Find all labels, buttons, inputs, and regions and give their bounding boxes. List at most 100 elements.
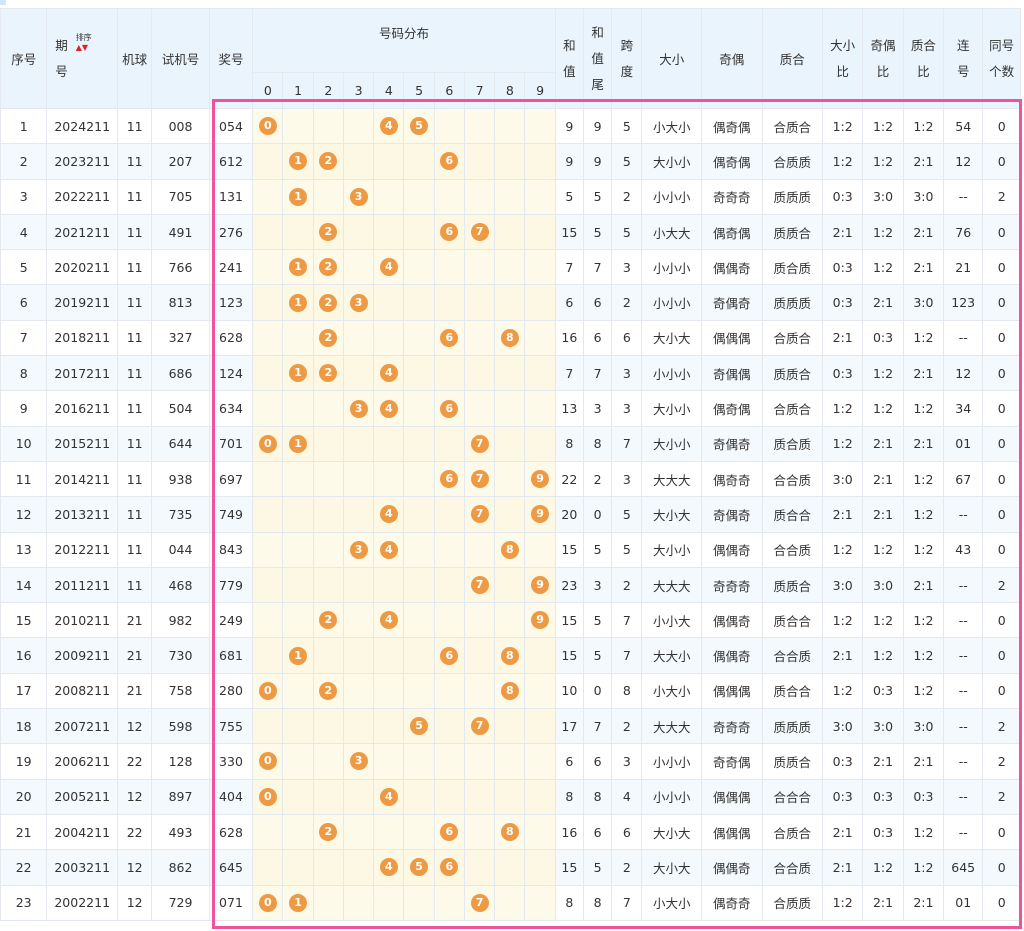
dist-cell-3: [342, 143, 375, 180]
dist-cell-4: [373, 884, 405, 921]
sort-label: 排序: [75, 32, 92, 42]
cell-oe-ratio: 1:2: [862, 390, 904, 427]
number-ball: 0: [258, 787, 277, 806]
dist-cell-4: [373, 178, 405, 215]
number-ball: 6: [440, 328, 459, 347]
dist-cell-6: [433, 496, 465, 533]
cell-idx: 22: [0, 849, 48, 886]
dist-cell-8: 8: [494, 319, 526, 357]
dist-cell-9: 9: [524, 602, 556, 639]
cell-sum: 6: [554, 284, 584, 321]
cell-sumtail: 5: [582, 213, 613, 251]
cell-oe-ratio: 2:1: [862, 284, 904, 321]
dist-cell-0: [252, 566, 284, 604]
cell-span: 5: [611, 143, 643, 180]
number-ball: 3: [349, 187, 368, 206]
dist-cell-7: [463, 107, 496, 145]
cell-prize: 697: [208, 460, 254, 498]
dist-cell-8: 8: [494, 672, 526, 710]
col-sumtail: 和值尾: [582, 8, 613, 109]
issue-top-label: 期: [55, 37, 68, 53]
cell-machine: 11: [116, 143, 153, 180]
cell-sum: 20: [554, 496, 584, 533]
dist-cell-7: [463, 849, 496, 886]
cell-prime: 质质合: [761, 743, 824, 780]
col-prime: 质合: [761, 8, 824, 109]
cell-same: 2: [982, 178, 1021, 215]
number-ball: 6: [440, 399, 459, 418]
dist-cell-9: [524, 213, 556, 251]
number-ball: 8: [500, 646, 519, 665]
cell-pc-ratio: 2:1: [902, 425, 945, 462]
dist-cell-1: [282, 778, 314, 815]
dist-cell-5: [403, 143, 435, 180]
cell-idx: 5: [0, 249, 48, 286]
table-row: 17 2008211 21 758 280 0 2 8 10 0 8 小大小 偶偶偶 质合合 1:2 0:3 1…: [0, 672, 1021, 710]
dist-cell-4: 4: [373, 602, 405, 639]
cell-prize: 124: [208, 355, 254, 392]
cell-same: 2: [982, 708, 1021, 745]
number-ball: 4: [379, 787, 398, 806]
dist-cell-4: [373, 319, 405, 357]
dist-cell-7: [463, 249, 496, 286]
cell-pc-ratio: 3:0: [902, 284, 945, 321]
dist-cell-6: [433, 672, 465, 710]
dist-cell-9: [524, 531, 556, 568]
cell-prize: 628: [208, 813, 254, 851]
cell-span: 2: [611, 708, 643, 745]
trend-table: 序号 期 排序 ▲▼ 号 机球 试机号 奖号 号码分布 和值 和值尾 跨度 大小 …: [0, 8, 1021, 921]
dist-cell-2: 2: [312, 319, 344, 357]
cell-sumtail: 9: [582, 143, 613, 180]
cell-bigsmall: 大大大: [641, 708, 702, 745]
cell-prime: 合质合: [761, 813, 824, 851]
dist-cell-1: [282, 107, 314, 145]
dist-cell-1: 1: [282, 425, 314, 462]
cell-bs-ratio: 1:2: [822, 602, 864, 639]
dist-cell-8: [494, 284, 526, 321]
cell-sumtail: 3: [582, 390, 613, 427]
cell-pc-ratio: 1:2: [902, 813, 945, 851]
cell-oe-ratio: 1:2: [862, 849, 904, 886]
cell-pc-ratio: 2:1: [902, 884, 945, 921]
cell-idx: 20: [0, 778, 48, 815]
cell-sum: 22: [554, 460, 584, 498]
cell-bigsmall: 小大小: [641, 672, 702, 710]
dist-cell-4: [373, 143, 405, 180]
cell-bigsmall: 小小小: [641, 355, 702, 392]
dist-cell-7: [463, 672, 496, 710]
cell-bigsmall: 小小小: [641, 778, 702, 815]
dist-cell-2: [312, 884, 344, 921]
cell-same: 2: [982, 778, 1021, 815]
dist-cell-3: [342, 460, 375, 498]
number-ball: 0: [258, 752, 277, 771]
cell-prize: 843: [208, 531, 254, 568]
dist-cell-7: [463, 390, 496, 427]
cell-sum: 7: [554, 249, 584, 286]
dist-cell-5: [403, 602, 435, 639]
cell-bs-ratio: 2:1: [822, 849, 864, 886]
dist-cell-9: 9: [524, 566, 556, 604]
cell-machine: 11: [116, 425, 153, 462]
number-ball: 4: [379, 611, 398, 630]
dist-cell-3: [342, 884, 375, 921]
dist-cell-6: [433, 708, 465, 745]
dist-cell-0: 0: [252, 884, 284, 921]
cell-bs-ratio: 2:1: [822, 213, 864, 251]
dist-cell-4: 4: [373, 849, 405, 886]
cell-idx: 15: [0, 602, 48, 639]
number-ball: 2: [319, 328, 338, 347]
cell-bs-ratio: 1:2: [822, 107, 864, 145]
cell-idx: 1: [0, 107, 48, 145]
cell-sum: 23: [554, 566, 584, 604]
col-issue[interactable]: 期 排序 ▲▼ 号: [46, 8, 118, 109]
dist-cell-3: [342, 355, 375, 392]
dist-cell-3: [342, 637, 375, 674]
cell-sumtail: 8: [582, 778, 613, 815]
dist-cell-3: [342, 213, 375, 251]
cell-sumtail: 6: [582, 743, 613, 780]
sort-control[interactable]: 排序 ▲▼: [76, 33, 92, 53]
cell-oddeven: 偶奇奇: [700, 884, 763, 921]
dist-cell-4: 4: [373, 496, 405, 533]
dist-cell-6: [433, 531, 465, 568]
